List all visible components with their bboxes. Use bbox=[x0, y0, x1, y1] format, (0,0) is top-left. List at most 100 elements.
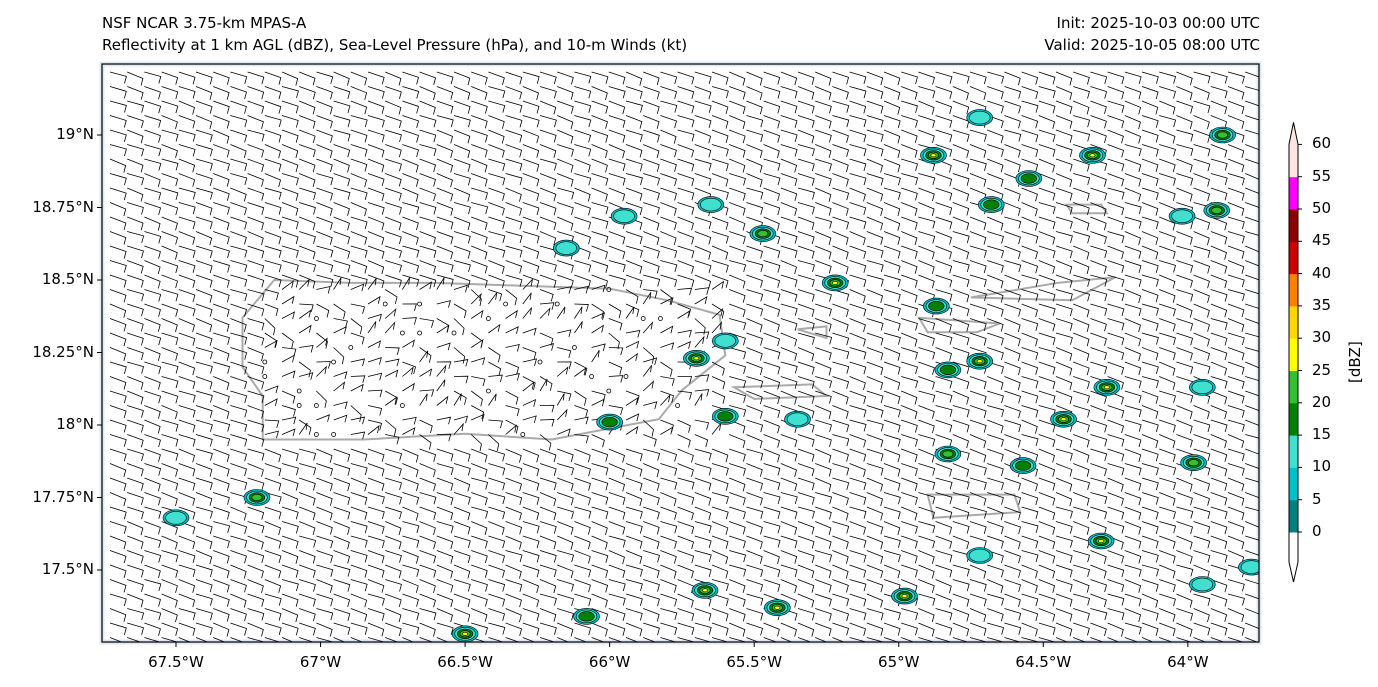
wind-barb bbox=[711, 492, 729, 505]
wind-barb bbox=[952, 405, 970, 418]
wind-barb bbox=[316, 202, 333, 216]
wind-barb bbox=[264, 622, 282, 635]
wind-barb bbox=[1176, 492, 1193, 506]
wind-barb bbox=[247, 274, 265, 288]
wind-barb bbox=[763, 521, 781, 534]
wind-barb bbox=[109, 608, 127, 622]
wind-barb bbox=[1159, 216, 1176, 231]
wind-barb bbox=[539, 419, 555, 427]
wind-barb bbox=[505, 245, 523, 258]
wind-barb bbox=[832, 492, 849, 506]
wind-barb bbox=[849, 274, 867, 288]
wind-barb bbox=[1227, 637, 1244, 642]
wind-barb bbox=[1245, 144, 1259, 158]
wind-barb bbox=[402, 361, 417, 374]
wind-barb bbox=[299, 173, 316, 188]
wind-barb bbox=[1107, 86, 1125, 100]
wind-barb bbox=[195, 158, 213, 171]
wind-barb bbox=[230, 144, 247, 159]
wind-barb bbox=[195, 115, 213, 130]
wind-barb bbox=[1245, 521, 1259, 535]
wind-barb bbox=[1038, 100, 1056, 114]
wind-barb bbox=[901, 477, 918, 491]
wind-barb bbox=[763, 535, 781, 548]
wind-barb bbox=[849, 448, 867, 462]
wind-barb bbox=[1227, 405, 1245, 418]
wind-barb bbox=[333, 506, 351, 520]
wind-barb bbox=[763, 144, 780, 159]
wind-barb bbox=[883, 405, 901, 418]
wind-barb bbox=[1090, 521, 1107, 535]
wind-barb bbox=[247, 434, 265, 447]
wind-barb bbox=[1245, 390, 1259, 404]
wind-barb bbox=[711, 144, 729, 157]
wind-barb bbox=[299, 637, 314, 642]
wind-barb bbox=[1055, 506, 1073, 519]
wind-barb bbox=[574, 550, 591, 564]
wind-barb bbox=[350, 274, 368, 287]
wind-barb bbox=[711, 535, 729, 549]
wind-barb bbox=[987, 144, 1004, 157]
wind-barb bbox=[367, 593, 385, 606]
wind-barb bbox=[247, 506, 265, 520]
reflectivity-cell bbox=[1189, 378, 1216, 396]
wind-barb bbox=[333, 608, 351, 621]
wind-barb bbox=[642, 419, 654, 437]
wind-barb bbox=[299, 245, 316, 260]
wind-barb bbox=[1227, 202, 1245, 216]
wind-barb bbox=[797, 173, 815, 186]
wind-barb bbox=[849, 347, 867, 360]
wind-barb bbox=[1124, 144, 1142, 157]
wind-barb bbox=[195, 318, 213, 333]
wind-barb bbox=[350, 375, 366, 383]
wind-barb bbox=[281, 245, 299, 258]
wind-barb bbox=[1090, 303, 1108, 316]
wind-barb bbox=[1004, 535, 1021, 550]
wind-barb bbox=[178, 318, 195, 333]
wind-barb bbox=[436, 100, 454, 114]
wind-barb bbox=[1176, 622, 1193, 637]
wind-barb bbox=[608, 405, 624, 416]
wind-barb bbox=[780, 637, 793, 642]
wind-barb bbox=[453, 231, 471, 244]
wind-barb bbox=[1245, 376, 1259, 382]
wind-barb bbox=[471, 260, 488, 274]
anegada-coastline bbox=[1064, 203, 1109, 215]
wind-barb bbox=[316, 231, 333, 245]
colorbar-tick-label: 15 bbox=[1312, 425, 1332, 444]
wind-barb bbox=[935, 564, 953, 578]
wind-barb bbox=[488, 550, 506, 564]
wind-barb bbox=[1262, 275, 1278, 287]
wind-barb bbox=[316, 448, 333, 463]
wind-barb bbox=[1245, 71, 1259, 85]
wind-barb bbox=[1124, 303, 1142, 317]
wind-barb bbox=[1262, 72, 1278, 84]
wind-barb bbox=[1227, 593, 1245, 606]
wind-barb bbox=[694, 129, 712, 144]
wind-barb bbox=[883, 463, 901, 477]
wind-barb bbox=[1141, 86, 1159, 100]
wind-barb bbox=[1090, 71, 1108, 85]
wind-barb bbox=[316, 608, 334, 621]
wind-barb bbox=[883, 347, 901, 361]
wind-barb bbox=[247, 550, 265, 564]
wind-barb bbox=[1176, 550, 1193, 564]
wind-barb bbox=[643, 144, 660, 159]
wind-barb bbox=[350, 506, 368, 520]
wind-barb bbox=[247, 158, 265, 173]
wind-barb bbox=[539, 173, 557, 187]
wind-barb bbox=[367, 622, 385, 637]
wind-barb bbox=[918, 419, 935, 434]
wind-barb bbox=[969, 332, 987, 346]
wind-barb bbox=[144, 448, 161, 462]
wind-barb bbox=[436, 260, 454, 273]
wind-barb bbox=[969, 173, 987, 187]
wind-barb bbox=[1055, 347, 1073, 361]
wind-barb bbox=[918, 550, 935, 564]
wind-barb bbox=[178, 100, 195, 115]
wind-barb bbox=[763, 332, 780, 347]
wind-barb bbox=[694, 260, 712, 273]
wind-barb bbox=[608, 492, 626, 505]
wind-barb bbox=[746, 376, 764, 389]
wind-barb bbox=[1159, 231, 1176, 245]
